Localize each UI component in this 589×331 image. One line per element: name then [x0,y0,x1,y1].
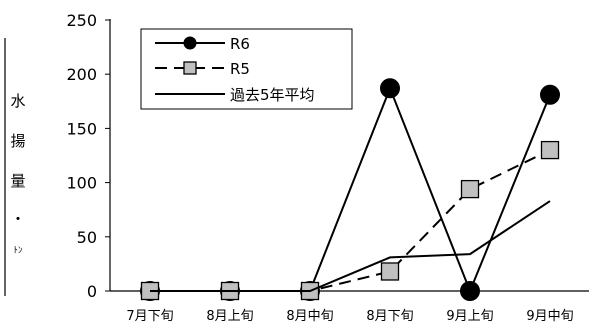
y-tick-label: 250 [66,11,97,30]
series-line [150,200,551,292]
series-2 [140,140,560,301]
y-axis-label-char: 量 [10,172,25,190]
y-axis-label-char: 水 [10,92,25,110]
x-tick-labels: 7月下旬 8月上旬 8月中旬 8月下旬 9月上旬 9月中旬 [126,309,573,324]
x-tick-label: 9月上旬 [446,309,493,324]
y-axis-label-char: ﾄﾝ [13,246,23,256]
data-point [540,140,560,160]
series-line [150,85,551,294]
legend-item: 過去5年平均 [155,86,315,104]
legend-marker [183,61,197,75]
legend-label: 過去5年平均 [230,86,315,104]
y-tick-label: 50 [77,228,97,247]
series [141,79,560,301]
y-tick-label: 100 [66,174,97,193]
y-tick-label: 0 [87,282,97,301]
y-tick-labels: 0 50 100 150 200 250 [66,11,110,301]
data-point [380,262,400,281]
x-tick-label: 7月下旬 [126,309,173,324]
series-1 [140,78,560,301]
y-tick-label: 150 [66,119,97,138]
data-point [380,78,400,99]
series-line [150,149,551,292]
x-tick-label: 8月下旬 [366,309,413,324]
y-axis-label: 水揚量・ ﾄﾝ [10,92,25,256]
data-point [460,281,480,301]
y-axis-label-char: ・ [10,210,25,228]
y-tick-label: 200 [66,65,97,84]
data-point [460,179,480,199]
x-tick-label: 9月中旬 [526,309,573,324]
data-point [540,84,560,105]
legend-label: R5 [230,60,250,78]
y-axis-label-char: 揚 [10,132,25,150]
legend-label: R6 [230,35,250,53]
legend-marker [183,36,197,50]
legend-item: R5 [155,60,250,78]
series-3 [150,200,551,292]
x-tick-label: 8月上旬 [206,309,253,324]
x-tick-label: 8月中旬 [286,309,333,324]
legend: R6 R5 過去5年平均 [141,29,353,110]
legend-item: R6 [155,35,250,53]
